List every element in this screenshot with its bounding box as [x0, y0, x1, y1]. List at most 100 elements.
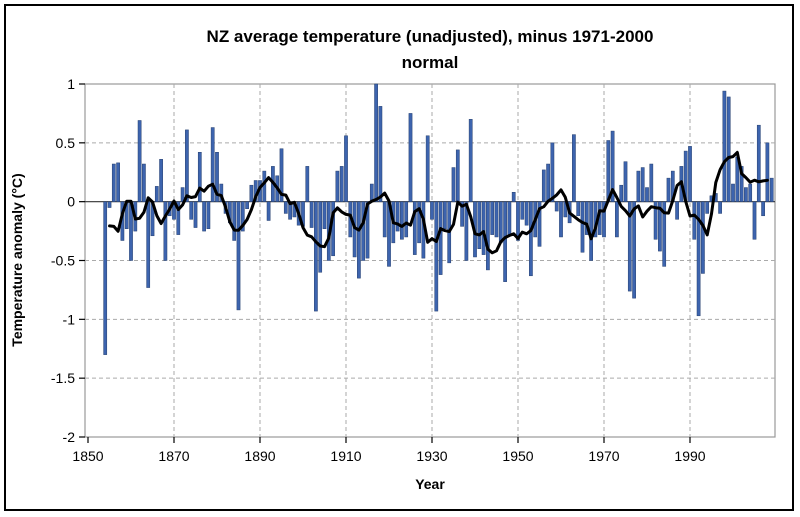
bar	[765, 142, 770, 202]
bar	[498, 201, 503, 244]
bar	[645, 187, 649, 202]
bar	[572, 134, 576, 202]
bar	[305, 166, 310, 202]
bar	[722, 90, 727, 202]
bar	[395, 201, 400, 232]
bar	[477, 201, 482, 249]
bar	[240, 201, 245, 232]
y-tick-label: -2	[63, 429, 76, 445]
bar	[524, 201, 529, 226]
bar	[451, 167, 456, 202]
bar	[692, 201, 697, 240]
bar	[529, 201, 533, 277]
bar	[662, 201, 667, 267]
x-axis-title: Year	[415, 476, 445, 492]
bar	[142, 163, 146, 202]
bar	[357, 201, 361, 279]
bar	[627, 201, 632, 292]
y-axis-title: Temperature anomaly (°C)	[9, 173, 25, 346]
y-tick-label: -0.5	[51, 253, 75, 269]
bar	[189, 201, 194, 220]
bar	[339, 166, 344, 202]
bar	[116, 162, 120, 202]
bar	[159, 159, 163, 202]
bar	[430, 201, 434, 220]
bar	[335, 170, 340, 202]
bar	[649, 163, 654, 202]
bar	[511, 192, 516, 202]
bar	[481, 201, 486, 255]
x-tick-label: 1970	[588, 448, 619, 464]
bar	[283, 201, 288, 214]
bar	[653, 201, 658, 240]
bar	[215, 152, 219, 202]
bar	[675, 201, 679, 220]
smoothed-line-path	[108, 150, 769, 255]
bar	[701, 201, 705, 274]
bar	[309, 201, 314, 228]
bar	[503, 201, 507, 282]
bar	[546, 163, 550, 202]
bar	[537, 201, 542, 247]
bar	[744, 187, 748, 202]
bar	[262, 170, 267, 202]
bar	[163, 201, 168, 261]
bar	[344, 135, 348, 202]
bar	[516, 201, 520, 241]
bar	[408, 113, 413, 202]
bar	[279, 148, 284, 202]
bar	[417, 201, 421, 244]
x-tick-label: 1950	[502, 448, 533, 464]
bar	[559, 201, 563, 238]
bar	[219, 183, 224, 202]
bar	[176, 201, 181, 235]
bar	[374, 83, 378, 202]
bar	[640, 167, 645, 202]
bar	[726, 96, 731, 202]
bar	[365, 201, 370, 259]
bar	[769, 177, 774, 202]
y-tick-label: 0	[67, 194, 75, 210]
bar	[404, 201, 409, 238]
bar	[464, 201, 469, 261]
bar	[490, 201, 495, 235]
bar	[550, 142, 555, 202]
bar	[494, 201, 499, 238]
bar	[202, 201, 206, 232]
x-tick-label: 1930	[416, 448, 447, 464]
bar	[455, 149, 460, 202]
bar	[658, 201, 662, 252]
bar	[361, 201, 366, 261]
bar	[443, 201, 447, 229]
bar	[718, 201, 722, 214]
bar	[761, 201, 765, 217]
chart-title-line2: normal	[402, 53, 459, 72]
x-tick-label: 1870	[158, 448, 189, 464]
bar	[318, 201, 323, 273]
bar	[520, 201, 525, 220]
bar	[507, 201, 512, 235]
bar	[197, 152, 202, 202]
chart-title-line1: NZ average temperature (unadjusted), min…	[207, 27, 654, 46]
bar	[468, 119, 473, 202]
bar	[107, 201, 112, 208]
bar	[752, 201, 757, 240]
y-tick-label: 1	[67, 76, 75, 92]
bar	[756, 124, 761, 202]
bar	[584, 201, 589, 235]
bar	[438, 201, 443, 275]
x-tick-label: 1850	[72, 448, 103, 464]
bar	[412, 201, 417, 255]
bar	[249, 184, 254, 202]
bar	[232, 201, 237, 241]
y-tick-label: -1.5	[51, 370, 75, 386]
bar	[602, 201, 606, 238]
bar	[193, 201, 198, 228]
bar	[705, 201, 710, 214]
bar	[610, 130, 615, 202]
bar	[103, 201, 108, 355]
bar	[666, 177, 671, 202]
bar	[369, 183, 374, 202]
bar	[486, 201, 490, 271]
bar	[245, 201, 249, 209]
